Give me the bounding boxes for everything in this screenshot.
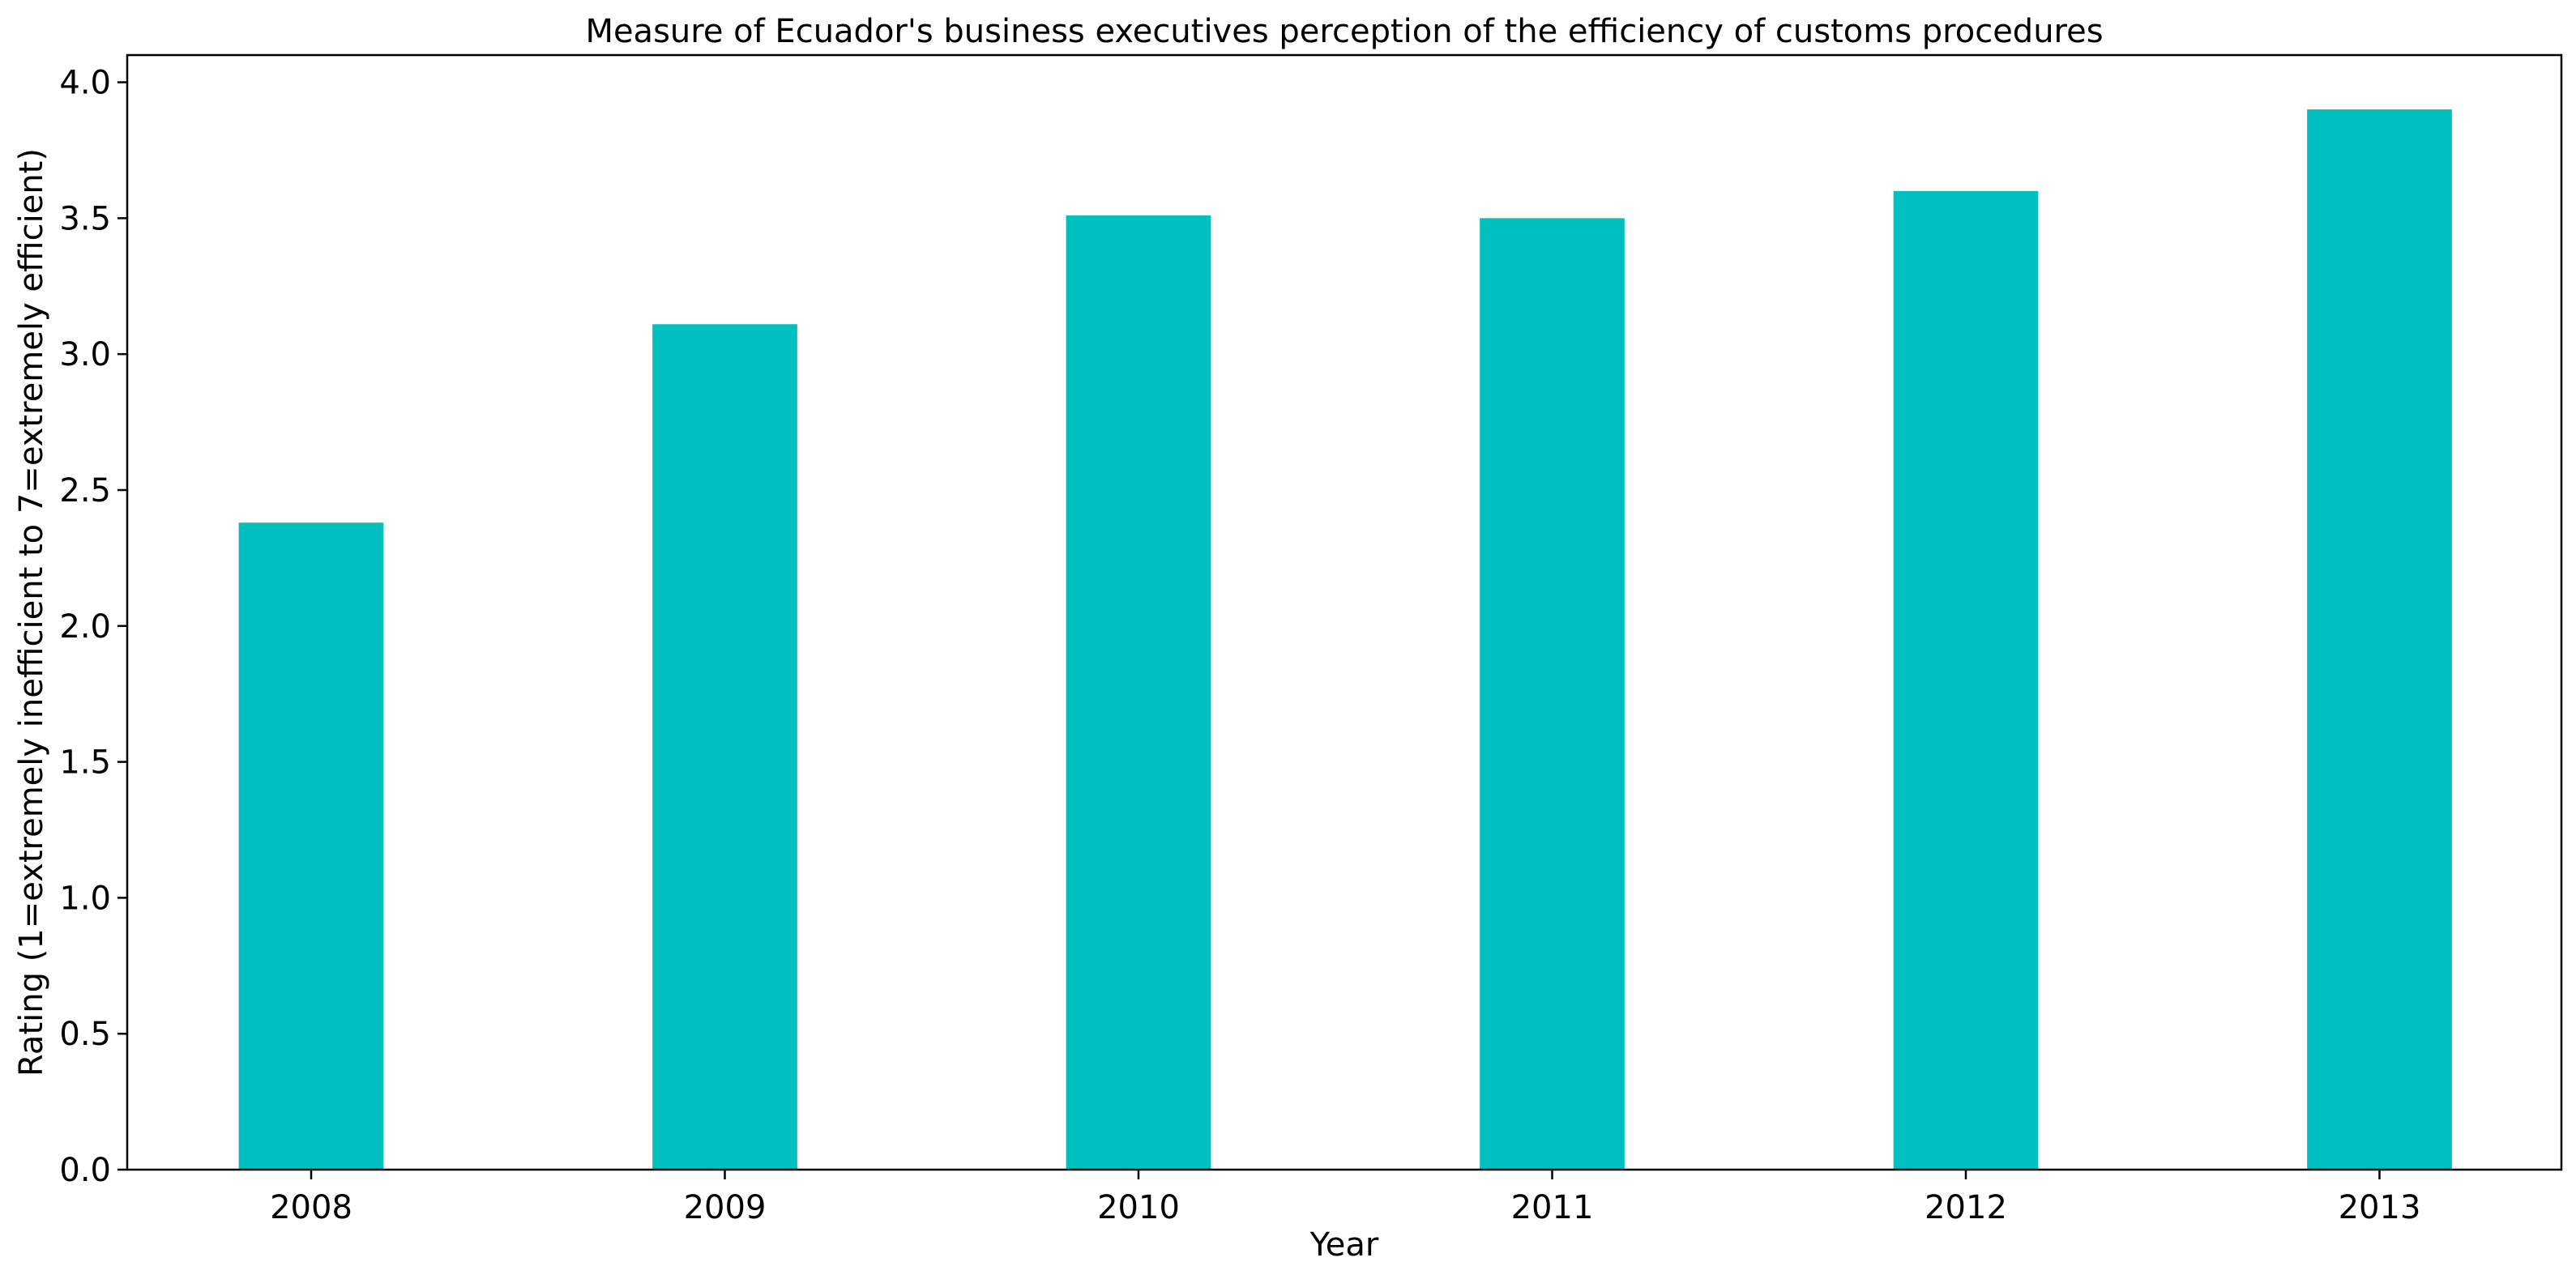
plot-frame [126, 53, 2563, 1171]
x-tick-label: 2008 [270, 1189, 352, 1226]
bars-group [238, 109, 2452, 1170]
x-tick-label: 2009 [684, 1189, 767, 1226]
x-axis: 2008 2009 2010 2011 2012 2013 [270, 1170, 2420, 1226]
x-tick-label: 2012 [1925, 1189, 2007, 1226]
bar-2009 [652, 324, 797, 1170]
x-tick-label: 2013 [2339, 1189, 2421, 1226]
y-tick-label: 1.0 [59, 880, 111, 917]
y-tick-label: 0.5 [59, 1016, 111, 1053]
bar-2008 [238, 522, 384, 1170]
y-axis-label: Rating (1=extremely inefficient to 7=ext… [13, 148, 50, 1076]
bar-2010 [1066, 215, 1211, 1170]
y-tick-label: 0.0 [59, 1152, 111, 1189]
x-tick-label: 2010 [1097, 1189, 1180, 1226]
y-tick-label: 1.5 [59, 744, 111, 782]
bar-2012 [1893, 190, 2039, 1170]
x-axis-label: Year [1309, 1226, 1379, 1264]
bar-2011 [1480, 218, 1625, 1170]
y-tick-label: 3.5 [59, 200, 111, 237]
y-tick-label: 3.0 [59, 336, 111, 373]
y-tick-label: 4.0 [59, 65, 111, 102]
chart-title: Measure of Ecuador's business executives… [585, 13, 2103, 50]
y-tick-label: 2.0 [59, 608, 111, 646]
y-tick-label: 2.5 [59, 472, 111, 509]
y-axis: 0.0 0.5 1.0 1.5 2.0 2.5 3.0 3.5 4.0 [59, 65, 127, 1189]
x-tick-label: 2011 [1511, 1189, 1594, 1226]
bar-2013 [2307, 109, 2452, 1170]
